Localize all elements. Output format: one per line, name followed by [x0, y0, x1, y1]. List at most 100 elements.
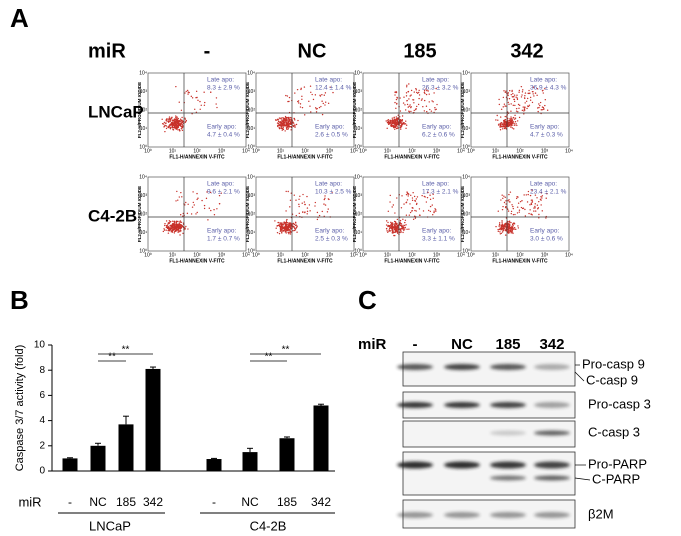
event-dot — [412, 99, 414, 101]
event-dot — [181, 121, 184, 124]
event-dot — [220, 192, 222, 194]
event-dot — [408, 105, 410, 108]
event-dot — [284, 119, 286, 121]
blot-band — [444, 402, 480, 408]
event-dot — [513, 94, 516, 96]
event-dot — [525, 194, 528, 196]
event-dot — [428, 101, 430, 103]
x-tick-label: 10³ — [433, 148, 441, 154]
bar — [118, 424, 134, 471]
event-dot — [397, 228, 399, 230]
event-dot — [289, 229, 291, 231]
event-dot — [396, 102, 398, 105]
event-dot — [165, 119, 167, 121]
early-value: 6.2 ± 0.6 % — [422, 132, 455, 139]
event-dot — [529, 92, 531, 94]
event-dot — [172, 120, 174, 122]
event-dot — [308, 100, 310, 103]
event-dot — [294, 229, 297, 231]
event-dot — [285, 117, 287, 120]
event-dot — [322, 102, 324, 105]
event-dot — [185, 119, 188, 122]
event-dot — [302, 211, 304, 213]
event-dot — [393, 122, 395, 125]
event-dot — [171, 121, 174, 124]
event-dot — [292, 226, 294, 228]
event-dot — [541, 195, 544, 197]
event-dot — [283, 226, 285, 229]
event-dot — [180, 221, 183, 223]
event-dot — [412, 192, 414, 194]
event-dot — [203, 104, 206, 106]
event-dot — [403, 121, 405, 124]
event-dot — [408, 111, 411, 113]
y-tick-label: 2 — [39, 440, 45, 451]
event-dot — [523, 108, 526, 110]
event-dot — [176, 190, 178, 193]
event-dot — [184, 228, 186, 230]
event-dot — [538, 200, 540, 203]
event-dot — [186, 212, 189, 215]
event-dot — [287, 190, 289, 193]
y-tick-label: 10¹ — [140, 230, 148, 236]
early-value: 1.7 ± 0.7 % — [207, 236, 240, 243]
event-dot — [418, 94, 421, 96]
bar — [62, 458, 78, 471]
event-dot — [401, 118, 404, 121]
event-dot — [423, 91, 426, 94]
event-dot — [168, 127, 170, 129]
event-dot — [513, 128, 515, 130]
event-dot — [200, 104, 202, 107]
group-label: C4-2B — [250, 518, 287, 533]
event-dot — [164, 224, 166, 227]
early-label: Early apo: — [207, 124, 236, 131]
event-dot — [530, 213, 532, 215]
event-dot — [543, 108, 545, 110]
event-dot — [392, 231, 395, 234]
event-dot — [436, 103, 438, 106]
event-dot — [179, 221, 181, 224]
event-dot — [539, 198, 542, 201]
event-dot — [510, 126, 512, 128]
event-dot — [285, 94, 287, 97]
event-dot — [404, 123, 407, 125]
event-dot — [404, 219, 407, 221]
event-dot — [415, 87, 417, 90]
event-dot — [174, 118, 177, 121]
event-dot — [218, 203, 221, 205]
flow-plot: Late apo:26.3 ± 3.2 % Early apo:6.2 ± 0.6… — [352, 70, 465, 160]
y-tick-label: 10⁰ — [247, 248, 255, 254]
event-dot — [421, 194, 423, 197]
event-dot — [385, 224, 388, 226]
y-axis-label: FL2-H/PROPIDIUM IODIDE — [352, 186, 357, 242]
event-dot — [281, 226, 284, 228]
event-dot — [295, 199, 297, 201]
event-dot — [432, 193, 434, 196]
event-dot — [414, 108, 417, 111]
y-axis-label: FL2-H/PROPIDIUM IODIDE — [245, 82, 250, 138]
event-dot — [511, 231, 514, 233]
event-dot — [390, 124, 392, 126]
event-dot — [507, 208, 509, 210]
event-dot — [314, 107, 317, 109]
event-dot — [277, 224, 280, 227]
y-tick-label: 10¹ — [140, 126, 148, 132]
event-dot — [546, 193, 548, 195]
event-dot — [508, 193, 510, 196]
event-dot — [309, 105, 311, 107]
band-label: Pro-PARP — [588, 456, 647, 471]
event-dot — [323, 198, 326, 201]
event-dot — [316, 211, 319, 214]
event-dot — [282, 120, 285, 123]
event-dot — [165, 125, 168, 127]
event-dot — [503, 121, 505, 123]
event-dot — [503, 123, 505, 125]
x-prefix: miR — [18, 494, 41, 509]
late-value: 36.9 ± 4.3 % — [530, 85, 567, 92]
blot-band — [490, 364, 526, 370]
event-dot — [507, 229, 509, 231]
event-dot — [218, 194, 221, 197]
event-dot — [396, 225, 399, 227]
event-dot — [179, 228, 182, 230]
event-dot — [524, 102, 526, 104]
